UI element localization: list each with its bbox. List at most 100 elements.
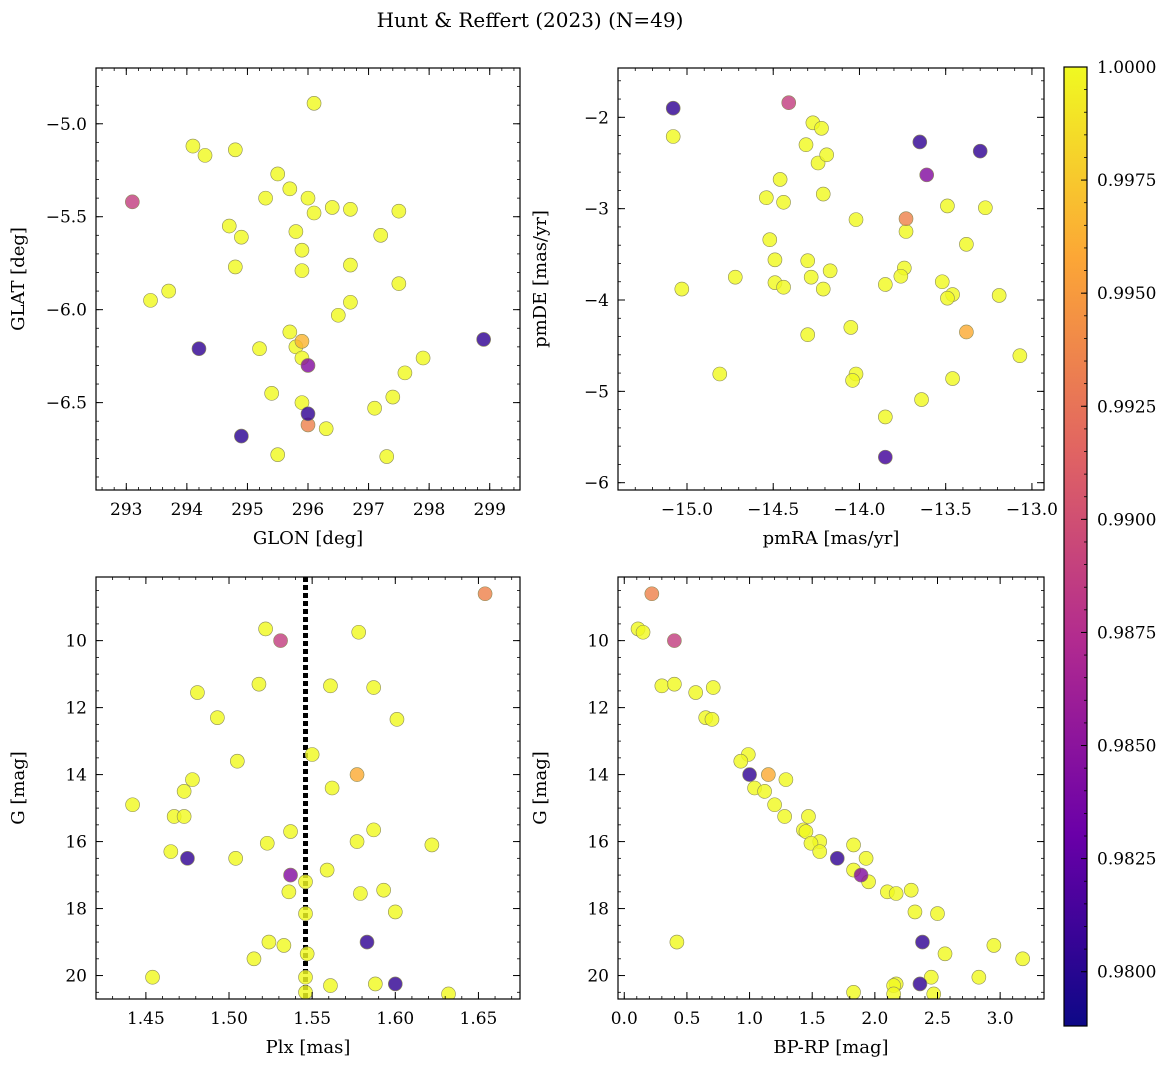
scatter-point <box>324 780 340 796</box>
scatter-point <box>923 969 939 985</box>
colorbar-tick-label: 0.9925 <box>1097 397 1156 417</box>
x-tick-label: −14.5 <box>747 500 799 520</box>
scatter-point <box>1012 348 1028 364</box>
x-tick-label: 295 <box>231 500 263 520</box>
scatter-point <box>234 428 249 444</box>
x-tick-label: 2.5 <box>924 1009 951 1029</box>
scatter-point <box>972 143 988 159</box>
scatter-point <box>298 874 313 890</box>
scatter-point <box>781 95 797 111</box>
x-tick-label: 1.45 <box>127 1009 165 1029</box>
scatter-point <box>259 835 275 851</box>
scatter-point <box>940 290 955 306</box>
scatter-point <box>674 281 690 297</box>
scatter-point <box>176 809 192 824</box>
scatter-point <box>945 371 960 386</box>
scatter-point <box>163 844 179 859</box>
scatter-point <box>848 212 864 227</box>
y-tick-label: 20 <box>65 967 87 987</box>
scatter-point <box>757 784 772 799</box>
scatter-point <box>959 236 974 252</box>
panel-cmd: 0.0 0.5 1.0 1.5 2.0 2.5 3.0 10 12 14 16 18 20 BP-RP [… <box>530 576 1045 1058</box>
scatter-point <box>898 224 914 239</box>
scatter-point <box>898 211 914 227</box>
scatter-point <box>125 797 140 813</box>
scatter-point <box>282 324 298 340</box>
y-tick-label: 14 <box>65 766 87 786</box>
scatter-point <box>258 190 273 206</box>
scatter-point <box>298 969 313 985</box>
x-axis-label: GLON [deg] <box>253 528 363 549</box>
scatter-point <box>762 232 778 248</box>
scatter-point <box>815 186 831 202</box>
scatter-point <box>125 194 140 210</box>
scatter-point <box>323 678 338 694</box>
scatter-point <box>654 678 670 694</box>
scatter-point <box>845 373 860 388</box>
scatter-point <box>776 194 791 210</box>
scatter-point <box>986 938 1002 953</box>
y-tick-label: 10 <box>587 632 609 652</box>
scatter-point <box>161 283 176 299</box>
scatter-point <box>185 772 200 787</box>
scatter-point <box>829 851 845 866</box>
x-tick-label: 296 <box>292 500 324 520</box>
scatter-point <box>759 190 774 206</box>
scatter-point <box>915 934 930 950</box>
scatter-point <box>210 710 225 725</box>
x-tick-label: −15.0 <box>661 500 713 520</box>
scatter-point <box>397 365 413 381</box>
scatter-point <box>143 293 158 308</box>
scatter-point <box>644 586 660 602</box>
scatter-point <box>228 259 243 275</box>
axes-frame <box>617 576 1045 1000</box>
scatter-point <box>191 341 207 357</box>
scatter-point <box>800 253 816 269</box>
scatter-point <box>185 138 201 154</box>
scatter-point <box>886 986 901 999</box>
colorbar-tick-label: 0.9800 <box>1097 963 1156 983</box>
y-tick-label: −5 <box>584 382 609 402</box>
scatter-point <box>300 190 316 206</box>
y-tick-label: 16 <box>587 833 609 853</box>
scatter-point <box>373 228 388 243</box>
colorbar-tick-label: 1.0000 <box>1097 58 1156 78</box>
x-tick-label: 294 <box>171 500 203 520</box>
y-tick-label: 18 <box>65 900 87 920</box>
scatter-point <box>330 307 346 323</box>
scatter-point <box>819 147 834 163</box>
scatter-point <box>667 676 682 692</box>
x-tick-label: 1.0 <box>736 1009 763 1029</box>
scatter-point <box>299 946 315 962</box>
scatter-point <box>288 224 304 239</box>
x-tick-label: 1.55 <box>293 1009 331 1029</box>
y-tick-label: 20 <box>587 967 609 987</box>
y-tick-label: −6 <box>584 474 609 494</box>
scatter-point <box>959 324 974 340</box>
scatter-point <box>343 294 358 310</box>
x-axis-label: BP-RP [mag] <box>773 1037 888 1058</box>
scatter-point <box>822 263 838 279</box>
scatter-point <box>903 882 919 898</box>
panel-pm: −15.0 −14.5 −14.0 −13.5 −13.0 −2 −3 −4 −5 −6 pmRA … <box>530 67 1058 549</box>
scatter-point <box>476 332 491 347</box>
scatter-point <box>912 134 928 150</box>
scatter-point <box>343 257 358 273</box>
scatter-point <box>665 129 681 144</box>
x-tick-label: 3.0 <box>987 1009 1014 1029</box>
scatter-point <box>415 350 431 366</box>
scatter-point <box>477 586 493 602</box>
scatter-point <box>815 281 831 297</box>
scatter-point <box>176 784 192 799</box>
scatter-point <box>246 951 262 967</box>
scatter-point <box>366 822 381 838</box>
scatter-point <box>441 986 456 999</box>
scatter-point <box>878 409 893 425</box>
scatter-point <box>270 447 286 462</box>
scatter-point <box>273 633 288 648</box>
scatter-point <box>801 809 816 824</box>
scatter-point <box>319 862 335 878</box>
scatter-point <box>778 772 794 787</box>
panel-pos: 293 294 295 296 297 298 299 −5.0 −5.5 −6.0 −6.5 GLO… <box>8 67 521 549</box>
y-tick-label: −6.5 <box>46 394 87 414</box>
